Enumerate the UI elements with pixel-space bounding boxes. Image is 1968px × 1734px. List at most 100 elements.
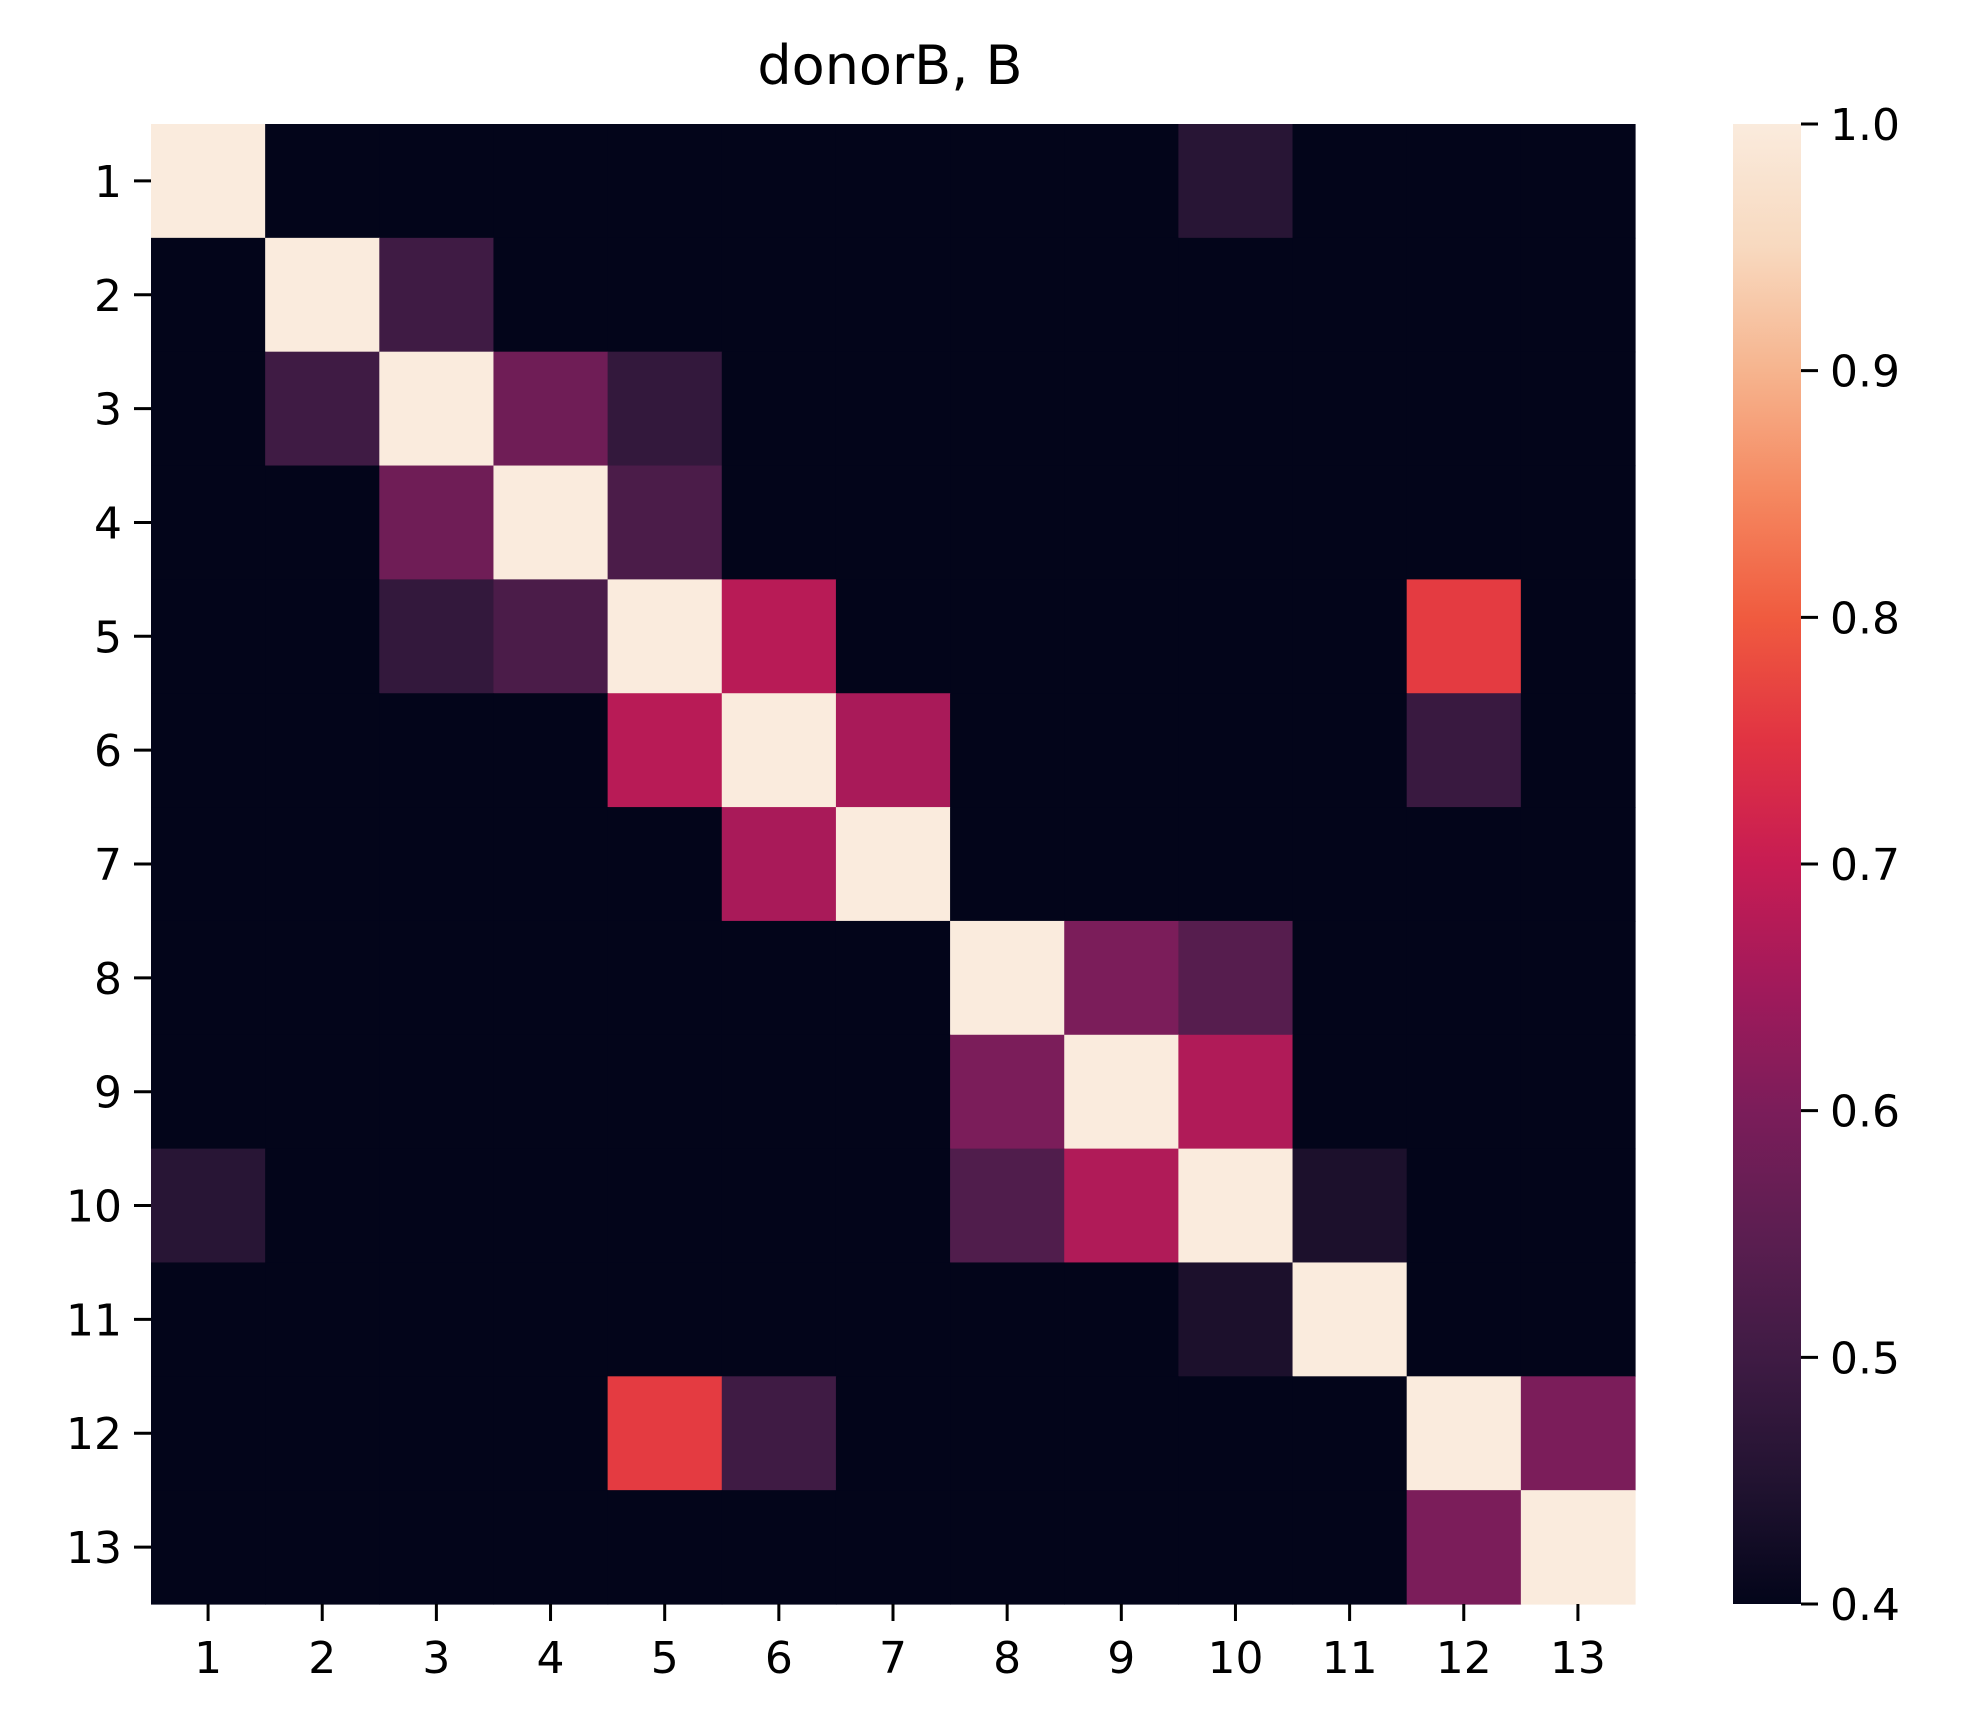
y-tick-label: 11: [66, 1295, 122, 1346]
heatmap-cell-10-9: [1064, 1148, 1179, 1264]
heatmap-cell-12-2: [265, 1376, 380, 1491]
heatmap-cell-11-2: [265, 1262, 380, 1377]
heatmap-cell-10-10: [1178, 1148, 1294, 1264]
heatmap-cell-7-10: [1178, 807, 1294, 922]
heatmap-cell-10-2: [265, 1148, 380, 1264]
heatmap-cell-9-12: [1406, 1034, 1522, 1150]
heatmap-cell-5-2: [265, 579, 380, 694]
x-tick-label: 11: [1322, 1633, 1378, 1684]
y-tick-label: 12: [66, 1409, 122, 1460]
heatmap-cell-4-3: [379, 465, 495, 580]
heatmap-cell-13-1: [151, 1490, 266, 1605]
heatmap-cell-11-10: [1178, 1262, 1294, 1377]
heatmap-cell-6-12: [1406, 693, 1522, 808]
heatmap-cells: [151, 124, 1636, 1605]
heatmap-cell-1-8: [950, 124, 1065, 239]
heatmap-cell-10-11: [1292, 1148, 1408, 1264]
heatmap-cell-8-13: [1520, 920, 1636, 1036]
heatmap-cell-8-8: [950, 920, 1065, 1036]
heatmap-cell-13-6: [721, 1490, 837, 1605]
heatmap-cell-6-9: [1064, 693, 1179, 808]
heatmap-cell-6-1: [151, 693, 266, 808]
heatmap-cell-9-5: [607, 1034, 723, 1150]
heatmap-cell-2-7: [835, 237, 951, 353]
x-axis: 1 2 3 4 5 6 7 8 9 10 11 12 13: [194, 1604, 1606, 1684]
heatmap-cell-5-6: [721, 579, 837, 694]
x-tick-label: 4: [537, 1633, 565, 1684]
heatmap-cell-7-13: [1520, 807, 1636, 922]
heatmap-cell-3-11: [1292, 351, 1408, 467]
heatmap-cell-5-3: [379, 579, 495, 694]
heatmap-cell-7-5: [607, 807, 723, 922]
heatmap-cell-3-6: [721, 351, 837, 467]
y-tick-label: 13: [66, 1523, 122, 1574]
heatmap-cell-6-4: [493, 693, 609, 808]
heatmap-cell-8-3: [379, 920, 495, 1036]
heatmap-cell-8-7: [835, 920, 951, 1036]
heatmap-cell-6-5: [607, 693, 723, 808]
heatmap-cell-12-5: [607, 1376, 723, 1491]
heatmap-cell-3-9: [1064, 351, 1179, 467]
heatmap-cell-13-11: [1292, 1490, 1408, 1605]
heatmap-cell-13-13: [1520, 1490, 1636, 1605]
heatmap-cell-2-11: [1292, 237, 1408, 353]
heatmap-cell-4-8: [950, 465, 1065, 580]
heatmap-cell-8-5: [607, 920, 723, 1036]
y-tick-label: 4: [94, 498, 122, 549]
heatmap-cell-5-1: [151, 579, 266, 694]
heatmap-cell-11-3: [379, 1262, 495, 1377]
heatmap-cell-13-10: [1178, 1490, 1294, 1605]
heatmap-cell-5-13: [1520, 579, 1636, 694]
colorbar-tick-label: 0.9: [1830, 347, 1900, 398]
heatmap-cell-6-11: [1292, 693, 1408, 808]
heatmap-cell-3-4: [493, 351, 609, 467]
heatmap-cell-7-2: [265, 807, 380, 922]
colorbar-tick-label: 0.4: [1830, 1580, 1900, 1631]
heatmap-cell-13-9: [1064, 1490, 1179, 1605]
heatmap-cell-8-1: [151, 920, 266, 1036]
heatmap-cell-10-1: [151, 1148, 266, 1264]
heatmap-cell-2-2: [265, 237, 380, 353]
heatmap-cell-9-3: [379, 1034, 495, 1150]
heatmap-cell-2-1: [151, 237, 266, 353]
heatmap-cell-11-5: [607, 1262, 723, 1377]
heatmap-cell-13-5: [607, 1490, 723, 1605]
x-tick-label: 1: [194, 1633, 222, 1684]
heatmap-cell-2-13: [1520, 237, 1636, 353]
heatmap-cell-12-6: [721, 1376, 837, 1491]
x-tick-label: 9: [1107, 1633, 1135, 1684]
heatmap-cell-2-8: [950, 237, 1065, 353]
heatmap-cell-9-7: [835, 1034, 951, 1150]
heatmap-cell-1-5: [607, 124, 723, 239]
heatmap-cell-8-2: [265, 920, 380, 1036]
heatmap-cell-12-8: [950, 1376, 1065, 1491]
heatmap-cell-6-7: [835, 693, 951, 808]
heatmap-cell-6-10: [1178, 693, 1294, 808]
heatmap-cell-4-11: [1292, 465, 1408, 580]
heatmap-cell-4-9: [1064, 465, 1179, 580]
y-tick-label: 1: [94, 157, 122, 208]
heatmap-cell-10-7: [835, 1148, 951, 1264]
heatmap-cell-13-2: [265, 1490, 380, 1605]
x-tick-label: 3: [422, 1633, 450, 1684]
heatmap-cell-2-5: [607, 237, 723, 353]
heatmap-cell-4-13: [1520, 465, 1636, 580]
x-tick-label: 12: [1436, 1633, 1492, 1684]
y-tick-label: 2: [94, 271, 122, 322]
heatmap-cell-5-10: [1178, 579, 1294, 694]
colorbar-tick-label: 0.5: [1830, 1333, 1900, 1384]
heatmap-cell-3-7: [835, 351, 951, 467]
heatmap-cell-1-4: [493, 124, 609, 239]
heatmap-cell-12-4: [493, 1376, 609, 1491]
heatmap-cell-11-11: [1292, 1262, 1408, 1377]
colorbar-axis: 0.4 0.5 0.6 0.7 0.8 0.9 1.0: [1801, 100, 1900, 1631]
heatmap-cell-7-1: [151, 807, 266, 922]
heatmap-cell-4-7: [835, 465, 951, 580]
heatmap-cell-3-3: [379, 351, 495, 467]
heatmap-cell-3-12: [1406, 351, 1522, 467]
heatmap-cell-7-6: [721, 807, 837, 922]
heatmap-cell-11-6: [721, 1262, 837, 1377]
colorbar: [1733, 124, 1801, 1604]
colorbar-tick-label: 0.7: [1830, 840, 1900, 891]
